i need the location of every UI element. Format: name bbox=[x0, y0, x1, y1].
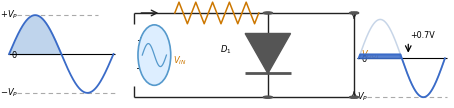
Text: $V_{OUT}$: $V_{OUT}$ bbox=[361, 49, 381, 61]
Text: $+V_P$: $+V_P$ bbox=[0, 9, 18, 21]
Text: $V_{IN}$: $V_{IN}$ bbox=[173, 55, 187, 67]
Text: +0.7V: +0.7V bbox=[410, 31, 435, 40]
Circle shape bbox=[350, 96, 359, 98]
Circle shape bbox=[350, 12, 359, 14]
Text: $-V_P$: $-V_P$ bbox=[0, 87, 18, 99]
Text: −: − bbox=[136, 64, 144, 74]
Text: +: + bbox=[136, 37, 144, 46]
Text: $-V_P$: $-V_P$ bbox=[350, 91, 368, 103]
Circle shape bbox=[263, 96, 272, 98]
Text: $D_1$: $D_1$ bbox=[220, 43, 232, 56]
Circle shape bbox=[263, 12, 272, 14]
Polygon shape bbox=[245, 33, 291, 73]
Text: $0$: $0$ bbox=[361, 53, 368, 64]
Ellipse shape bbox=[138, 25, 171, 85]
Text: $0$: $0$ bbox=[11, 48, 18, 60]
